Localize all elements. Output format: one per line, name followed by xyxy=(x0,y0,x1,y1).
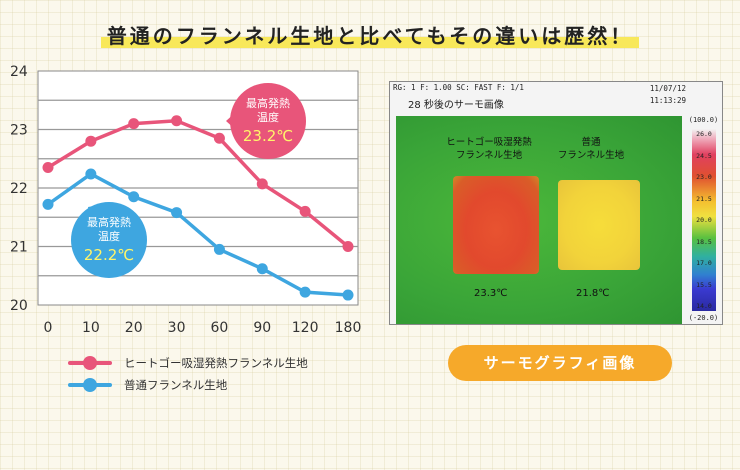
data-point-0 xyxy=(256,178,268,190)
legend-label-1: 普通フランネル生地 xyxy=(124,378,228,392)
callout-line2-1: 温度 xyxy=(98,229,120,243)
y-tick-label: 21 xyxy=(10,240,28,256)
legend-swatch-0 xyxy=(68,356,112,370)
data-point-1 xyxy=(85,168,97,180)
thermo-label-right-line1: 普通 xyxy=(581,137,601,148)
thermo-temp-left: 23.3℃ xyxy=(474,288,508,299)
x-tick-label: 180 xyxy=(335,320,362,336)
x-tick-label: 10 xyxy=(82,320,100,336)
headline-text: 普通のフランネル生地と比べてもその違いは歴然！ xyxy=(100,24,640,48)
scale-tick-label: 15.5 xyxy=(696,280,712,289)
warm-fabric-patch xyxy=(558,180,640,270)
series-line-0 xyxy=(47,118,350,248)
data-point-0 xyxy=(342,241,354,252)
callout-bubble-0 xyxy=(230,83,306,159)
x-tick-label: 0 xyxy=(44,320,53,336)
callout-line1-1: 最高発熱 xyxy=(87,215,131,229)
legend-swatch-1 xyxy=(68,378,112,392)
callout-bubble-1 xyxy=(71,202,147,278)
thermo-title: 28 秒後のサーモ画像 xyxy=(408,100,504,111)
callout-value-0: 23.2℃ xyxy=(243,127,293,145)
thermal-image: ヒートゴー吸湿発熱 フランネル生地 普通 フランネル生地 23.3℃ 21.8℃ xyxy=(396,116,682,324)
scale-tick-label: 26.0 xyxy=(696,130,712,138)
y-tick-label: 22 xyxy=(10,181,28,197)
scale-tick-label: 17.0 xyxy=(696,259,712,267)
legend-label-0: ヒートゴー吸湿発熱フランネル生地 xyxy=(124,356,308,370)
data-point-1 xyxy=(42,198,54,210)
hot-fabric-patch xyxy=(453,176,539,274)
callout-line2-0: 温度 xyxy=(257,110,279,124)
scale-tick-label: 21.5 xyxy=(696,194,712,203)
callout-line1-0: 最高発熱 xyxy=(246,96,290,110)
data-point-1 xyxy=(171,207,183,219)
scale-tick-label: 24.5 xyxy=(696,151,712,160)
data-point-1 xyxy=(256,263,268,275)
headline: 普通のフランネル生地と比べてもその違いは歴然！ xyxy=(0,20,740,49)
series-line-1 xyxy=(46,171,349,297)
thermo-label-right: 普通 フランネル生地 xyxy=(546,136,636,162)
thermography-panel: RG: 1 F: 1.00 SC: FAST F: 1/1 11/07/12 1… xyxy=(389,81,723,325)
thermo-timestamp: 11/07/12 11:13:29 xyxy=(650,83,686,107)
thermo-label-right-line2: フランネル生地 xyxy=(557,150,625,161)
scale-tick-label: 14.0 xyxy=(696,302,712,310)
x-tick-label: 120 xyxy=(292,320,319,336)
thermo-label-left-line1: ヒートゴー吸湿発熱 xyxy=(446,137,532,148)
thermo-label-left-line2: フランネル生地 xyxy=(455,150,523,161)
scale-tick-label: 18.5 xyxy=(696,237,712,246)
data-point-1 xyxy=(128,191,140,203)
thermo-label-left: ヒートゴー吸湿発熱 フランネル生地 xyxy=(434,136,544,162)
y-tick-label: 23 xyxy=(10,123,28,139)
x-tick-label: 20 xyxy=(125,320,143,336)
data-point-1 xyxy=(299,286,311,298)
thermography-caption: サーモグラフィ画像 xyxy=(448,345,672,381)
y-tick-label: 24 xyxy=(10,64,28,80)
legend-item-0: ヒートゴー吸湿発熱フランネル生地 xyxy=(68,355,308,371)
thermo-date: 11/07/12 xyxy=(649,84,686,93)
data-point-0 xyxy=(299,205,311,217)
callout-value-1: 22.2℃ xyxy=(84,246,134,264)
data-point-0 xyxy=(213,132,225,144)
x-tick-label: 90 xyxy=(253,320,271,336)
data-point-1 xyxy=(213,243,225,255)
scale-bar xyxy=(692,129,716,311)
legend-item-1: 普通フランネル生地 xyxy=(68,377,227,393)
data-point-0 xyxy=(171,115,183,127)
scale-top-label: (100.0) xyxy=(688,116,719,124)
thermo-temp-right: 21.8℃ xyxy=(576,288,610,299)
data-point-0 xyxy=(42,162,54,174)
thermo-time: 11:13:29 xyxy=(649,96,686,105)
thermo-header: RG: 1 F: 1.00 SC: FAST F: 1/1 xyxy=(393,83,524,92)
data-point-0 xyxy=(85,135,97,147)
data-point-1 xyxy=(342,289,354,301)
scale-bottom-label: (-20.0) xyxy=(688,314,719,322)
scale-tick-label: 23.0 xyxy=(696,173,712,181)
y-tick-label: 20 xyxy=(10,298,28,314)
data-point-0 xyxy=(128,118,140,130)
scale-tick-label: 20.0 xyxy=(696,216,712,224)
color-scale: (100.0) 26.0 24.5 23.0 21.5 20.0 18.5 17.0 15.5… xyxy=(686,116,721,324)
x-tick-label: 30 xyxy=(168,320,186,336)
x-tick-label: 60 xyxy=(211,320,229,336)
